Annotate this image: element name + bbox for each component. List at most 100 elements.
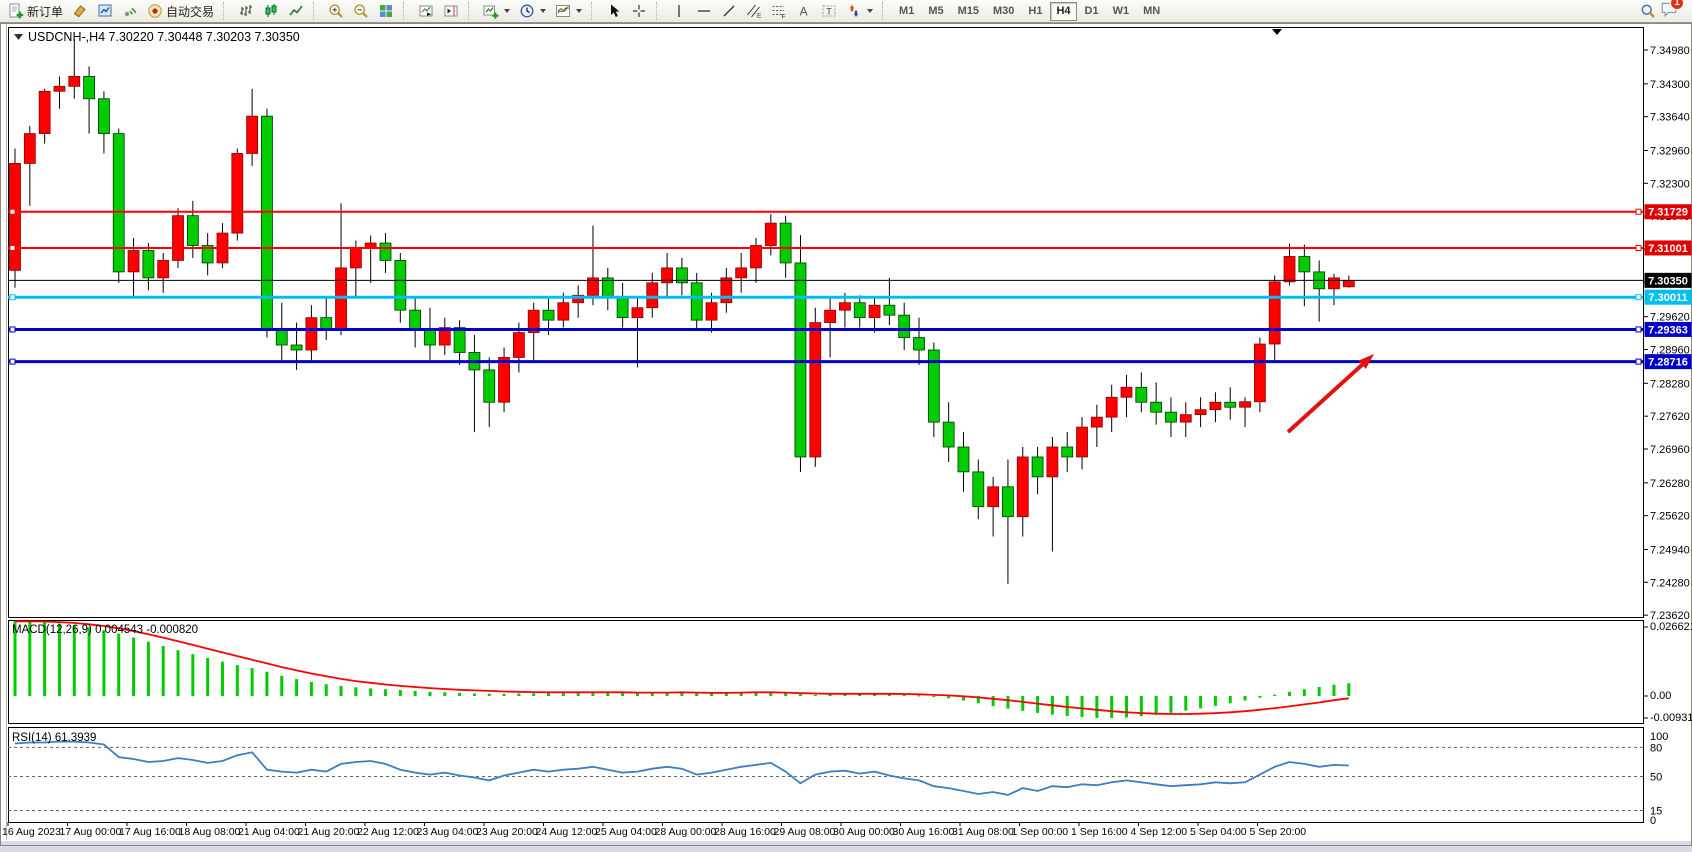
timeframe-d1[interactable]: D1 xyxy=(1084,5,1099,17)
trend-arrow-annotation[interactable] xyxy=(1286,354,1374,434)
text-tool-button[interactable]: A xyxy=(792,1,816,22)
tile-windows-button[interactable] xyxy=(374,1,398,22)
signals-button[interactable] xyxy=(118,1,142,22)
price-badge xyxy=(1644,321,1692,337)
notifications-button[interactable]: 1 xyxy=(1660,0,1684,23)
chart-shift-icon xyxy=(444,5,458,17)
candle xyxy=(809,322,822,458)
candle xyxy=(512,332,525,358)
candle xyxy=(335,267,347,331)
svg-text:15: 15 xyxy=(1650,805,1662,817)
candle xyxy=(587,277,599,296)
candle xyxy=(927,349,940,423)
svg-text:7.34300: 7.34300 xyxy=(1650,79,1690,91)
toolbar-right: 1 xyxy=(1636,0,1688,23)
candle xyxy=(424,329,436,346)
timeframe-m30[interactable]: M30 xyxy=(993,5,1015,17)
price-badge xyxy=(1644,204,1692,220)
line-chart-icon xyxy=(289,5,303,16)
label-tool-button[interactable]: T xyxy=(817,1,841,22)
candle xyxy=(409,309,422,331)
new-order-button[interactable]: 新订单 xyxy=(4,1,67,22)
candle xyxy=(1224,401,1237,408)
line-handle xyxy=(9,326,16,333)
svg-text:1 Sep 00:00: 1 Sep 00:00 xyxy=(1012,826,1069,838)
svg-text:7.31001: 7.31001 xyxy=(1648,243,1688,255)
svg-text:0.026621: 0.026621 xyxy=(1650,621,1692,633)
chart-canvas[interactable]: 7.349807.343007.336407.329607.323007.316… xyxy=(0,23,1692,852)
svg-text:24 Aug 12:00: 24 Aug 12:00 xyxy=(536,826,598,838)
toolbar-separator xyxy=(591,2,598,20)
cursor-tool-button[interactable] xyxy=(602,1,626,22)
toolbar-separator xyxy=(656,2,663,20)
candle xyxy=(1090,416,1103,428)
candle xyxy=(231,153,244,234)
candle xyxy=(1328,277,1340,290)
fibonacci-tool-button[interactable]: F xyxy=(767,1,791,22)
zoom-out-button[interactable] xyxy=(349,1,373,22)
candle xyxy=(53,85,66,92)
candle xyxy=(1179,414,1192,423)
line-handle xyxy=(1635,358,1642,365)
candle xyxy=(38,90,51,134)
candle xyxy=(98,98,110,134)
bar-chart-button[interactable] xyxy=(234,1,258,22)
zoom-in-icon xyxy=(329,4,343,18)
candle xyxy=(987,486,1000,508)
svg-text:5 Sep 20:00: 5 Sep 20:00 xyxy=(1250,826,1307,838)
search-button[interactable] xyxy=(1636,1,1660,22)
candle xyxy=(557,302,570,321)
profiles-button[interactable] xyxy=(68,1,92,22)
candle xyxy=(201,245,214,264)
candle xyxy=(349,247,362,269)
candlestick-chart-button[interactable] xyxy=(259,1,283,22)
zoom-in-button[interactable] xyxy=(324,1,348,22)
arrows-tool-button[interactable] xyxy=(842,1,877,22)
timeframe-h4[interactable]: H4 xyxy=(1050,1,1077,21)
indicators-icon xyxy=(556,5,571,17)
candle xyxy=(1209,401,1222,411)
line-chart-button[interactable] xyxy=(284,1,308,22)
trendline-tool-button[interactable] xyxy=(717,1,741,22)
new-chart-button[interactable] xyxy=(479,1,514,22)
timeframe-h1[interactable]: H1 xyxy=(1028,5,1043,17)
timeframe-w1[interactable]: W1 xyxy=(1112,5,1130,17)
channel-tool-button[interactable]: E xyxy=(742,1,766,22)
text-label-icon: T xyxy=(822,5,836,17)
market-watch-button[interactable] xyxy=(93,1,117,22)
svg-text:80: 80 xyxy=(1650,742,1662,754)
candle xyxy=(83,75,95,100)
svg-text:30 Aug 16:00: 30 Aug 16:00 xyxy=(893,826,955,838)
crosshair-tool-button[interactable] xyxy=(627,1,651,22)
svg-text:7.29620: 7.29620 xyxy=(1650,312,1690,324)
macd-pane: MACD(12,26,9) 0.004543 -0.000820 0.026621… xyxy=(12,620,1692,724)
chevron-down-icon xyxy=(576,9,583,13)
price-badge xyxy=(1644,354,1692,370)
autotrading-button[interactable]: 自动交易 xyxy=(143,1,218,22)
candle xyxy=(750,245,762,269)
horizontal-line-tool-button[interactable] xyxy=(692,1,716,22)
tile-windows-icon xyxy=(380,5,393,17)
svg-text:-0.009314: -0.009314 xyxy=(1650,712,1692,724)
timeframe-m15[interactable]: M15 xyxy=(957,5,979,17)
timeframe-m1[interactable]: M1 xyxy=(899,5,915,17)
svg-text:7.28960: 7.28960 xyxy=(1650,344,1690,356)
timeframe-mn[interactable]: MN xyxy=(1143,5,1161,17)
bottom-strip xyxy=(0,841,1692,852)
candle xyxy=(1135,386,1148,403)
indicators-button[interactable] xyxy=(551,1,586,22)
timeframe-m5[interactable]: M5 xyxy=(928,5,944,17)
svg-text:28 Aug 00:00: 28 Aug 00:00 xyxy=(655,826,717,838)
candle xyxy=(186,215,199,246)
horizontal-lines[interactable] xyxy=(8,208,1643,365)
chart-shift-button[interactable] xyxy=(439,1,463,22)
svg-text:18 Aug 08:00: 18 Aug 08:00 xyxy=(179,826,241,838)
candle xyxy=(690,282,703,321)
periods-button[interactable] xyxy=(515,1,550,22)
candle xyxy=(1239,401,1251,408)
candle xyxy=(868,304,881,319)
svg-text:RSI(14) 61.3939: RSI(14) 61.3939 xyxy=(12,732,96,744)
auto-scroll-button[interactable] xyxy=(414,1,438,22)
vertical-line-tool-button[interactable] xyxy=(667,1,691,22)
